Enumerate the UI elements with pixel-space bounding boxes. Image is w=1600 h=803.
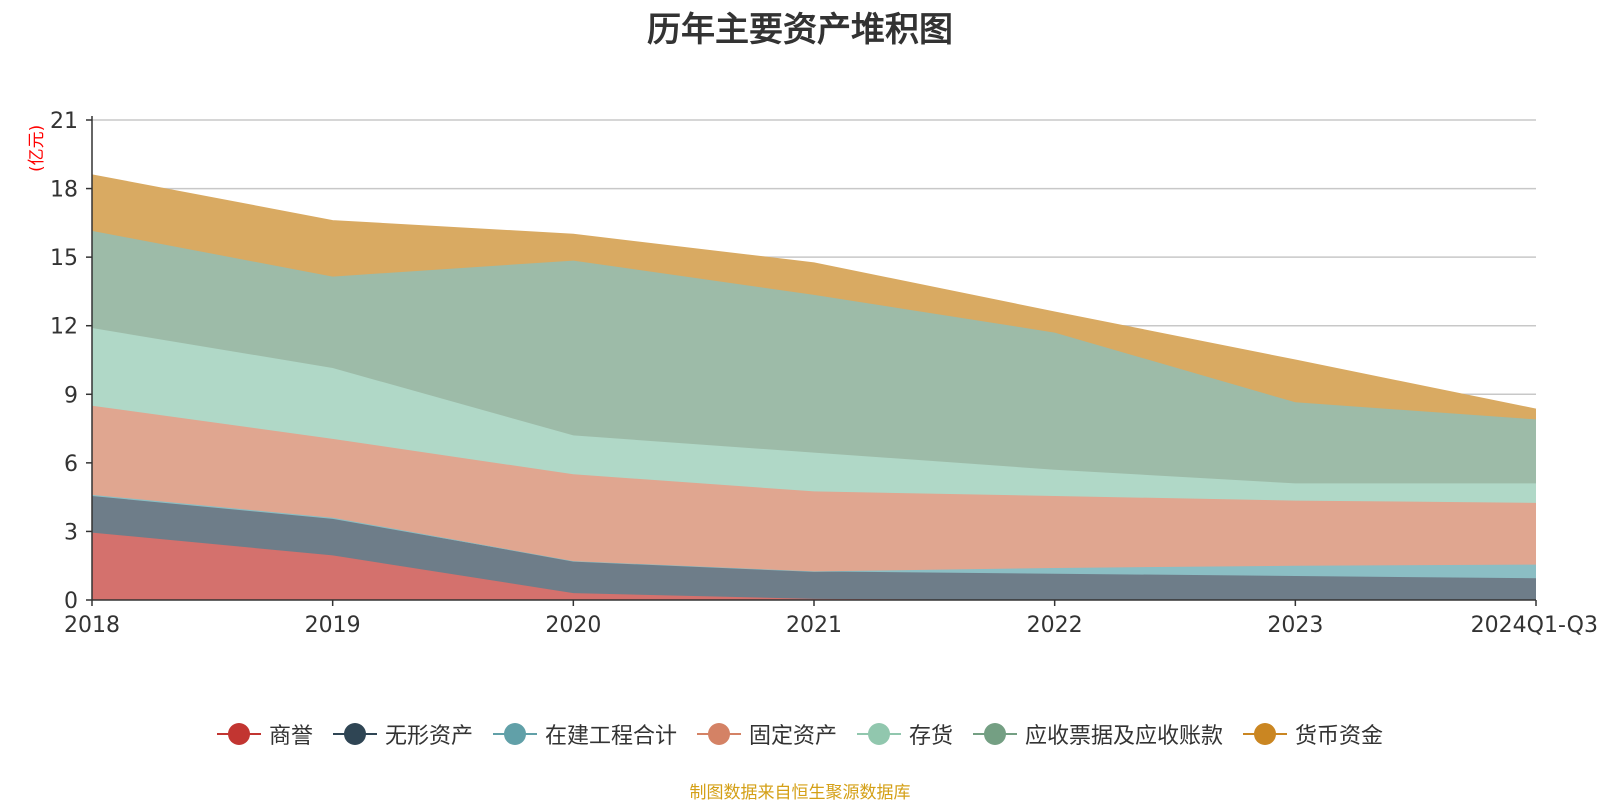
legend-marker-icon	[216, 723, 261, 745]
legend-item-5[interactable]: 应收票据及应收账款	[973, 718, 1223, 750]
x-tick-label: 2021	[786, 613, 842, 638]
x-tick-label: 2019	[305, 613, 361, 638]
legend-item-0[interactable]: 商誉	[216, 718, 313, 750]
legend-label: 商誉	[268, 724, 313, 749]
legend-label: 货币资金	[1295, 724, 1384, 749]
legend-label: 应收票据及应收账款	[1025, 724, 1224, 749]
legend-marker-icon	[696, 723, 741, 745]
legend-item-2[interactable]: 在建工程合计	[492, 718, 677, 750]
y-tick-label: 3	[64, 520, 78, 545]
legend-item-4[interactable]: 存货	[857, 718, 953, 750]
legend: 商誉 无形资产 在建工程合计 固定资产 存货 应收票据及应收账款 货币资金	[0, 718, 1600, 750]
x-tick-label: 2023	[1267, 613, 1323, 638]
area-series-2[interactable]	[92, 494, 1536, 579]
legend-marker-icon	[857, 723, 901, 745]
chart-title: 历年主要资产堆积图	[647, 10, 953, 50]
area-series-0[interactable]	[92, 532, 1536, 600]
y-tick-label: 15	[50, 246, 78, 271]
area-series-1[interactable]	[92, 496, 1536, 600]
area-series-3[interactable]	[92, 405, 1536, 572]
y-tick-label: 21	[50, 109, 78, 134]
legend-marker-icon	[973, 723, 1018, 745]
y-tick-label: 18	[50, 178, 78, 203]
area-series-6[interactable]	[92, 174, 1536, 420]
legend-marker-icon	[1243, 723, 1288, 745]
area-series-4[interactable]	[92, 328, 1536, 503]
legend-label: 无形资产	[384, 724, 473, 749]
source-note: 制图数据来自恒生聚源数据库	[689, 783, 911, 803]
series-line-6	[91, 174, 1537, 410]
legend-marker-icon	[332, 723, 377, 745]
y-tick-label: 6	[64, 452, 78, 477]
x-tick-label: 2024Q1-Q3	[1471, 613, 1598, 638]
y-tick-label: 12	[50, 315, 78, 340]
axes: 0 3 6 9 12 15 18 21 2018 2019 2020 2021 2022 2023 2024…	[50, 109, 1598, 638]
area-series	[91, 174, 1537, 601]
legend-item-6[interactable]: 货币资金	[1243, 718, 1383, 750]
y-tick-label: 9	[64, 383, 78, 408]
legend-label: 固定资产	[748, 724, 837, 749]
y-tick-label: 0	[64, 589, 78, 614]
legend-item-3[interactable]: 固定资产	[696, 718, 837, 750]
x-tick-label: 2022	[1027, 613, 1083, 638]
x-tick-label: 2020	[545, 613, 601, 638]
legend-item-1[interactable]: 无形资产	[332, 718, 473, 750]
legend-label: 存货	[909, 724, 954, 749]
area-series-5[interactable]	[92, 230, 1536, 484]
legend-label: 在建工程合计	[544, 724, 677, 749]
x-tick-label: 2018	[64, 613, 120, 638]
legend-marker-icon	[492, 723, 537, 745]
